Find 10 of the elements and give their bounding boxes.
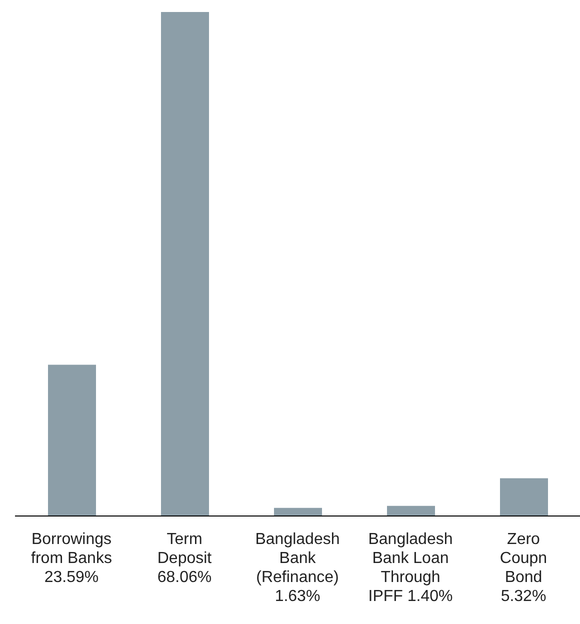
- x-tick-label: Bangladesh Bank (Refinance) 1.63%: [255, 531, 340, 605]
- x-tick-label: Borrowings from Banks 23.59%: [31, 531, 112, 586]
- x-tick-label: Bangladesh Bank Loan Through IPFF 1.40%: [368, 531, 453, 605]
- bar: [500, 478, 548, 516]
- x-tick-label: Zero Coupn Bond 5.32%: [500, 531, 548, 605]
- bar: [274, 508, 322, 516]
- x-tick-label: Term Deposit 68.06%: [157, 531, 212, 586]
- bar: [387, 506, 435, 516]
- bar: [48, 364, 96, 516]
- bar: [161, 12, 209, 516]
